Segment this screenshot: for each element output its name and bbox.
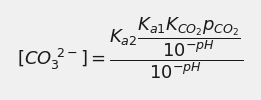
Text: $[CO_3^{\ 2-}] = \dfrac{K_{a2} \dfrac{K_{a1}K_{CO_2}p_{CO_2}}{10^{-pH}}}{10^{-pH: $[CO_3^{\ 2-}] = \dfrac{K_{a2} \dfrac{K_… — [17, 15, 244, 81]
